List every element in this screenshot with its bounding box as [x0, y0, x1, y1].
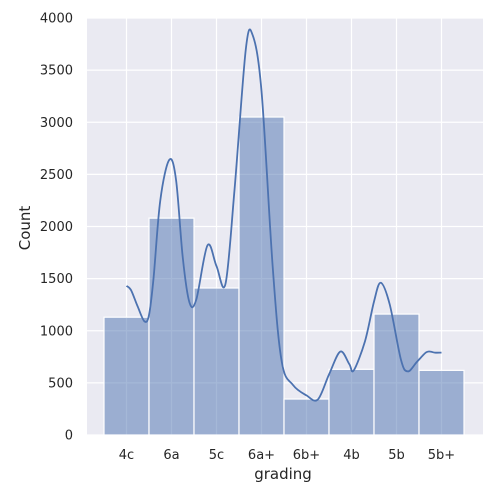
y-tick-label: 2500: [40, 168, 73, 183]
histogram-bar-6a+: [238, 116, 285, 436]
histogram-bar-5b+: [418, 369, 465, 436]
histogram-bar-5c: [193, 287, 240, 436]
x-tick-labels: 4c 6a 5c 6a+ 6b+ 4b 5b 5b+: [119, 448, 455, 463]
y-tick-label: 0: [65, 429, 73, 444]
y-tick-labels: 0 500 1000 1500 2000 2500 3000 3500 4000: [40, 12, 73, 444]
y-tick-label: 3500: [40, 64, 73, 79]
x-tick-label: 6a+: [248, 448, 275, 463]
x-tick-label: 4b: [343, 448, 360, 463]
histogram-bar-5b: [373, 313, 420, 436]
histogram-bar-4c: [103, 316, 150, 436]
y-tick-label: 1500: [40, 272, 73, 287]
x-tick-label: 6a: [163, 448, 179, 463]
histogram-bar-4b: [328, 368, 375, 436]
x-tick-label: 5b: [388, 448, 405, 463]
histogram-bar-6b+: [283, 398, 330, 436]
x-tick-label: 6b+: [293, 448, 320, 463]
x-tick-label: 5b+: [428, 448, 455, 463]
y-tick-label: 2000: [40, 220, 73, 235]
y-tick-label: 1000: [40, 324, 73, 339]
y-axis-label: Count: [16, 206, 34, 251]
x-tick-label: 5c: [209, 448, 224, 463]
y-tick-label: 500: [48, 376, 73, 391]
bar-layer: [103, 116, 465, 436]
y-tick-label: 4000: [40, 12, 73, 27]
x-axis-label: grading: [254, 465, 312, 483]
y-tick-label: 3000: [40, 116, 73, 131]
histogram-bar-6a: [148, 217, 195, 436]
kde-curve: [125, 28, 442, 402]
x-tick-label: 4c: [119, 448, 134, 463]
kde-layer: [125, 28, 442, 402]
